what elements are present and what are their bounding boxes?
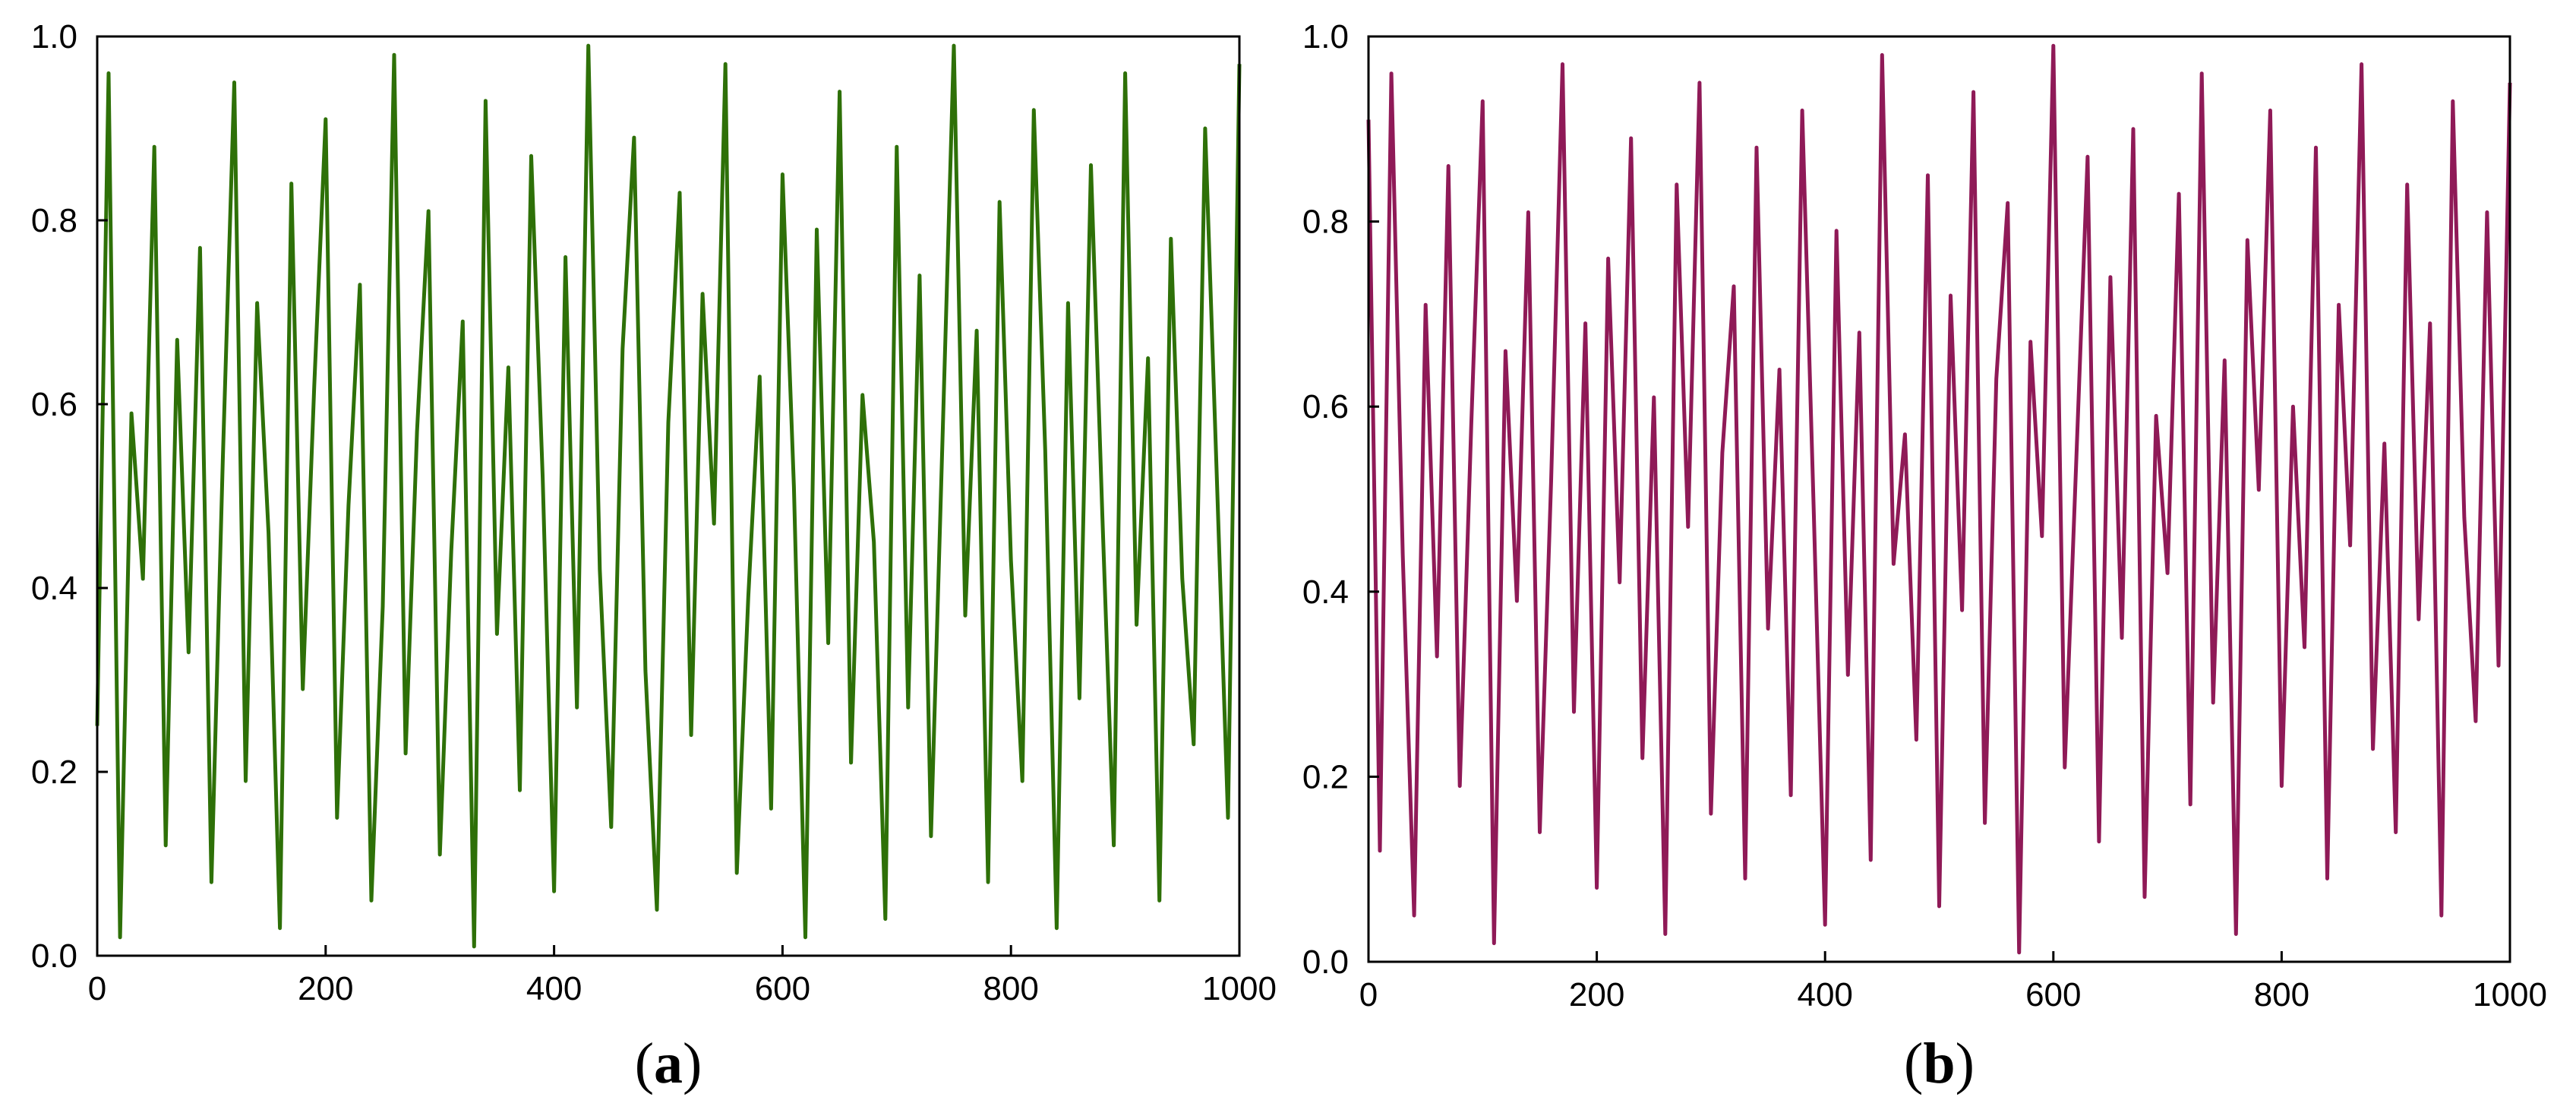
x-tick-label-a-3: 600 — [755, 970, 810, 1007]
plot-frame-b — [1367, 35, 2511, 963]
x-tick-label-a-5: 1000 — [1202, 970, 1277, 1007]
panel-label-close-paren: ) — [1956, 1032, 1975, 1095]
x-tick-label-b-2: 400 — [1797, 976, 1852, 1013]
x-tick-label-b-1: 200 — [1569, 976, 1624, 1013]
panel-label-a: (a) — [635, 1032, 702, 1095]
panel-label-close-paren: ) — [683, 1032, 702, 1095]
y-tick-label-b-1: 0.2 — [1302, 758, 1349, 795]
x-tick-label-a-1: 200 — [298, 970, 353, 1007]
x-tick-label-a-0: 0 — [88, 970, 106, 1007]
y-tick-label-a-2: 0.4 — [31, 570, 77, 607]
x-tick-label-b-3: 600 — [2025, 976, 2081, 1013]
plot-frame-a — [96, 35, 1241, 957]
panel-label-open-paren: ( — [1904, 1032, 1923, 1095]
y-tick-label-a-0: 0.0 — [31, 937, 77, 975]
panel-label-b: (b) — [1904, 1032, 1975, 1095]
y-tick-label-b-2: 0.4 — [1302, 574, 1349, 611]
chart-panel-b: 0 200 400 600 800 1000 0.0 0.2 0.4 0.6 0.8 1.0 (b) — [1302, 18, 2547, 1095]
x-tick-label-b-0: 0 — [1359, 976, 1378, 1013]
y-tick-label-b-3: 0.6 — [1302, 388, 1349, 425]
y-tick-label-a-3: 0.6 — [31, 386, 77, 423]
panel-label-letter: a — [654, 1032, 683, 1095]
y-tick-label-a-4: 0.8 — [31, 202, 77, 239]
x-tick-label-a-2: 400 — [526, 970, 582, 1007]
chart-panel-a: 0 200 400 600 800 1000 0.0 0.2 0.4 0.6 0.8 1.0 (a) — [31, 18, 1277, 1095]
y-tick-label-a-1: 0.2 — [31, 754, 77, 791]
y-tick-label-b-4: 0.8 — [1302, 204, 1349, 241]
x-tick-label-b-4: 800 — [2254, 976, 2309, 1013]
y-tick-label-b-0: 0.0 — [1302, 944, 1349, 981]
x-tick-label-b-5: 1000 — [2473, 976, 2547, 1013]
series-line-b-0 — [1366, 43, 2512, 955]
y-tick-label-a-5: 1.0 — [31, 18, 77, 55]
y-tick-label-b-5: 1.0 — [1302, 18, 1349, 55]
series-line-a-0 — [95, 43, 1242, 949]
panel-label-open-paren: ( — [635, 1032, 654, 1095]
panel-label-letter: b — [1923, 1032, 1955, 1095]
x-tick-label-a-4: 800 — [983, 970, 1038, 1007]
